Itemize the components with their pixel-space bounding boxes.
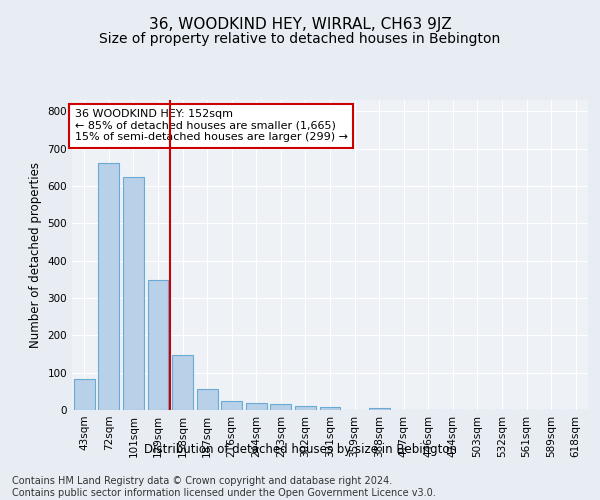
Bar bbox=[320, 408, 340, 410]
Bar bbox=[271, 404, 292, 410]
Text: 36, WOODKIND HEY, WIRRAL, CH63 9JZ: 36, WOODKIND HEY, WIRRAL, CH63 9JZ bbox=[149, 18, 451, 32]
Bar bbox=[295, 406, 316, 410]
Y-axis label: Number of detached properties: Number of detached properties bbox=[29, 162, 42, 348]
Bar bbox=[246, 402, 267, 410]
Bar bbox=[74, 380, 95, 410]
Text: 36 WOODKIND HEY: 152sqm
← 85% of detached houses are smaller (1,665)
15% of semi: 36 WOODKIND HEY: 152sqm ← 85% of detache… bbox=[74, 110, 347, 142]
Bar bbox=[148, 280, 169, 410]
Text: Distribution of detached houses by size in Bebington: Distribution of detached houses by size … bbox=[143, 442, 457, 456]
Bar bbox=[98, 164, 119, 410]
Bar bbox=[368, 408, 389, 410]
Text: Size of property relative to detached houses in Bebington: Size of property relative to detached ho… bbox=[100, 32, 500, 46]
Bar bbox=[221, 402, 242, 410]
Bar bbox=[123, 176, 144, 410]
Bar bbox=[172, 354, 193, 410]
Bar bbox=[197, 388, 218, 410]
Text: Contains HM Land Registry data © Crown copyright and database right 2024.
Contai: Contains HM Land Registry data © Crown c… bbox=[12, 476, 436, 498]
